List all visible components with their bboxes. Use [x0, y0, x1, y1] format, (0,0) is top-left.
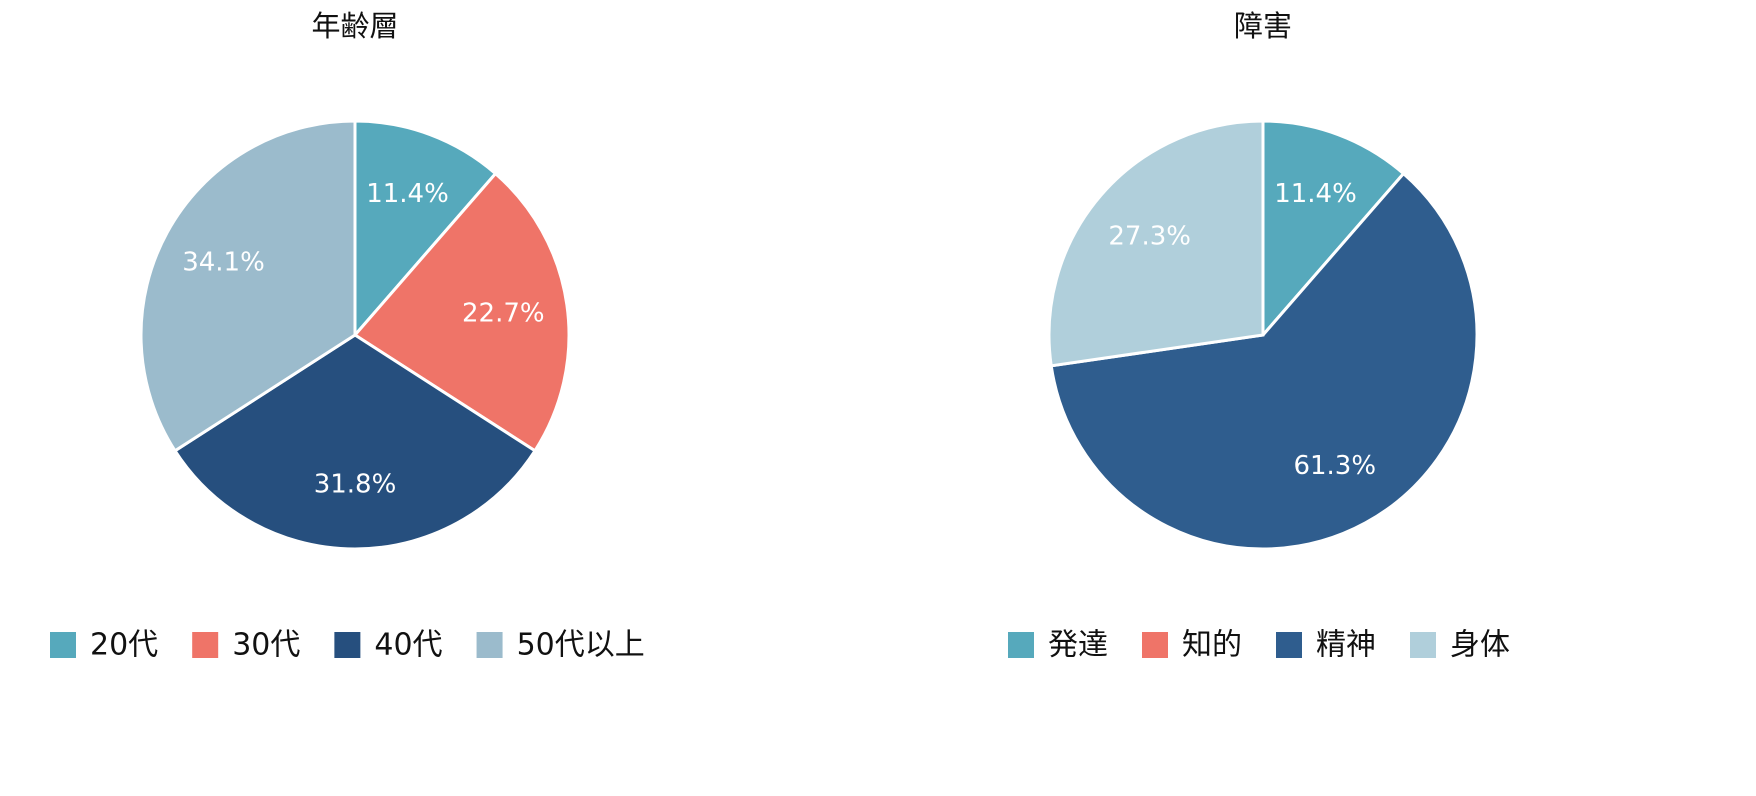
legend-label: 知的 — [1182, 628, 1242, 663]
pie-slice — [1047, 119, 1265, 368]
slice-label: 22.7% — [462, 298, 545, 328]
legend-label: 身体 — [1450, 628, 1510, 663]
pie-slice — [352, 171, 571, 453]
pie-slice — [1049, 171, 1479, 551]
legend-swatch — [1142, 632, 1168, 658]
pie-slice — [139, 119, 357, 453]
legend-label: 30代 — [232, 628, 300, 663]
legend-swatch — [1410, 632, 1436, 658]
slice-label: 34.1% — [182, 248, 265, 278]
legend-label: 20代 — [90, 628, 158, 663]
legend-swatch — [1276, 632, 1302, 658]
pie-slice — [1261, 119, 1406, 340]
legend-swatch — [334, 632, 361, 658]
slice-label: 11.4% — [1274, 179, 1357, 209]
slice-label: 27.3% — [1108, 221, 1191, 251]
pie-slice — [172, 333, 538, 551]
legend-label: 精神 — [1316, 628, 1376, 663]
chart-title: 年齢層 — [311, 9, 398, 43]
slice-label: 11.4% — [366, 179, 449, 209]
legend-swatch — [50, 632, 76, 658]
legend-swatch — [1008, 632, 1034, 658]
legend-label: 50代以上 — [517, 628, 645, 663]
legend-swatch — [192, 632, 219, 658]
slice-label: 61.3% — [1293, 451, 1376, 481]
slice-label: 31.8% — [314, 469, 397, 499]
legend-label: 発達 — [1048, 628, 1108, 663]
pie-slice — [353, 119, 498, 340]
legend-swatch — [476, 632, 503, 658]
chart-title: 障害 — [1234, 9, 1292, 43]
legend-label: 40代 — [374, 628, 442, 663]
